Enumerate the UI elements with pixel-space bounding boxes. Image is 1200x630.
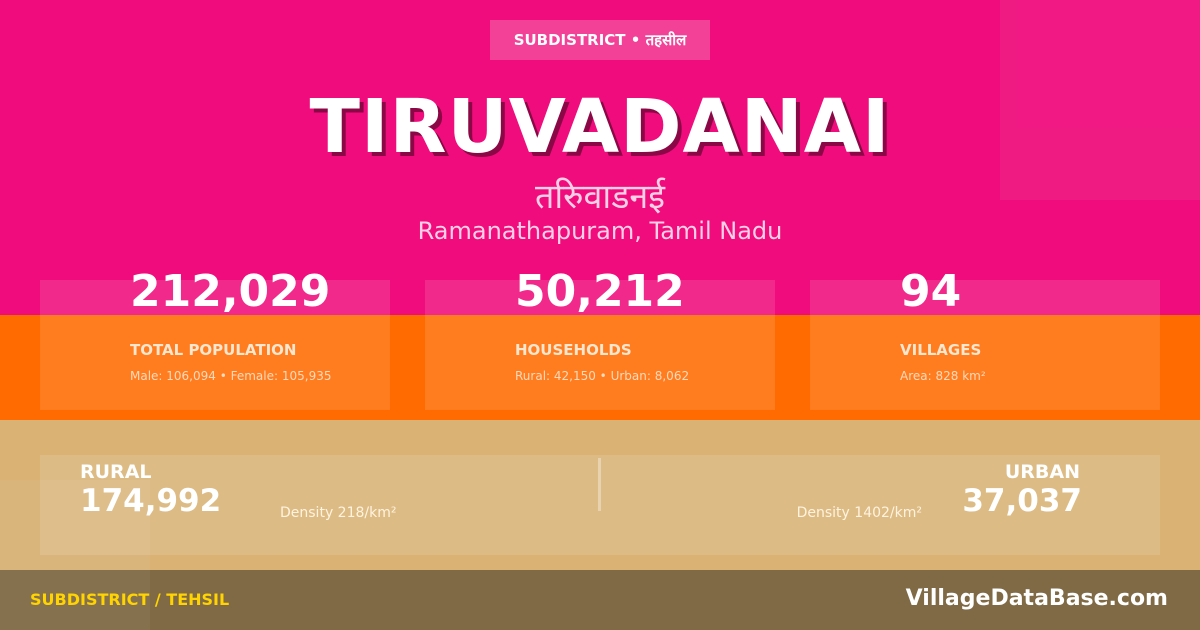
rural-urban-panel: RURAL 174,992 Density 218/km² Density 14… [40, 455, 1160, 555]
stat-value: 50,212 [515, 266, 685, 317]
rural-value: 174,992 [80, 483, 222, 519]
urban-value: 37,037 [962, 483, 1082, 519]
rural-label: RURAL [80, 461, 152, 483]
location: Ramanathapuram, Tamil Nadu [417, 217, 783, 245]
stats-band [0, 315, 1200, 420]
stat-value: 94 [900, 266, 962, 317]
stat-sub: Area: 828 km² [900, 369, 986, 383]
stat-card-villages: 94 VILLAGES Area: 828 km² [810, 266, 1160, 410]
page-title: TIRUVADANAI [309, 84, 891, 170]
stat-label: TOTAL POPULATION [130, 341, 297, 359]
decorative-square [1000, 0, 1200, 200]
stat-sub: Rural: 42,150 • Urban: 8,062 [515, 369, 690, 383]
split-band [0, 420, 1200, 570]
stat-label: VILLAGES [900, 341, 982, 359]
urban-density: Density 1402/km² [796, 505, 922, 521]
footer-band [0, 570, 1200, 630]
decorative-square [0, 480, 150, 630]
stat-card-households: 50,212 HOUSEHOLDS Rural: 42,150 • Urban:… [425, 266, 775, 410]
site-brand[interactable]: VillageDataBase.com [905, 586, 1168, 611]
stat-label: HOUSEHOLDS [515, 341, 632, 359]
rural-density: Density 218/km² [280, 505, 397, 521]
divider [598, 458, 601, 511]
stat-sub: Male: 106,094 • Female: 105,935 [130, 369, 332, 383]
title-hindi: तरिुवाडनई [535, 177, 665, 217]
header-band [0, 0, 1200, 315]
stat-value: 212,029 [130, 266, 331, 317]
urban-label: URBAN [1004, 461, 1080, 483]
stat-card-population: 212,029 TOTAL POPULATION Male: 106,094 •… [40, 266, 390, 410]
type-badge: SUBDISTRICT • तहसील [490, 20, 710, 60]
footer-category: SUBDISTRICT / TEHSIL [30, 590, 230, 609]
